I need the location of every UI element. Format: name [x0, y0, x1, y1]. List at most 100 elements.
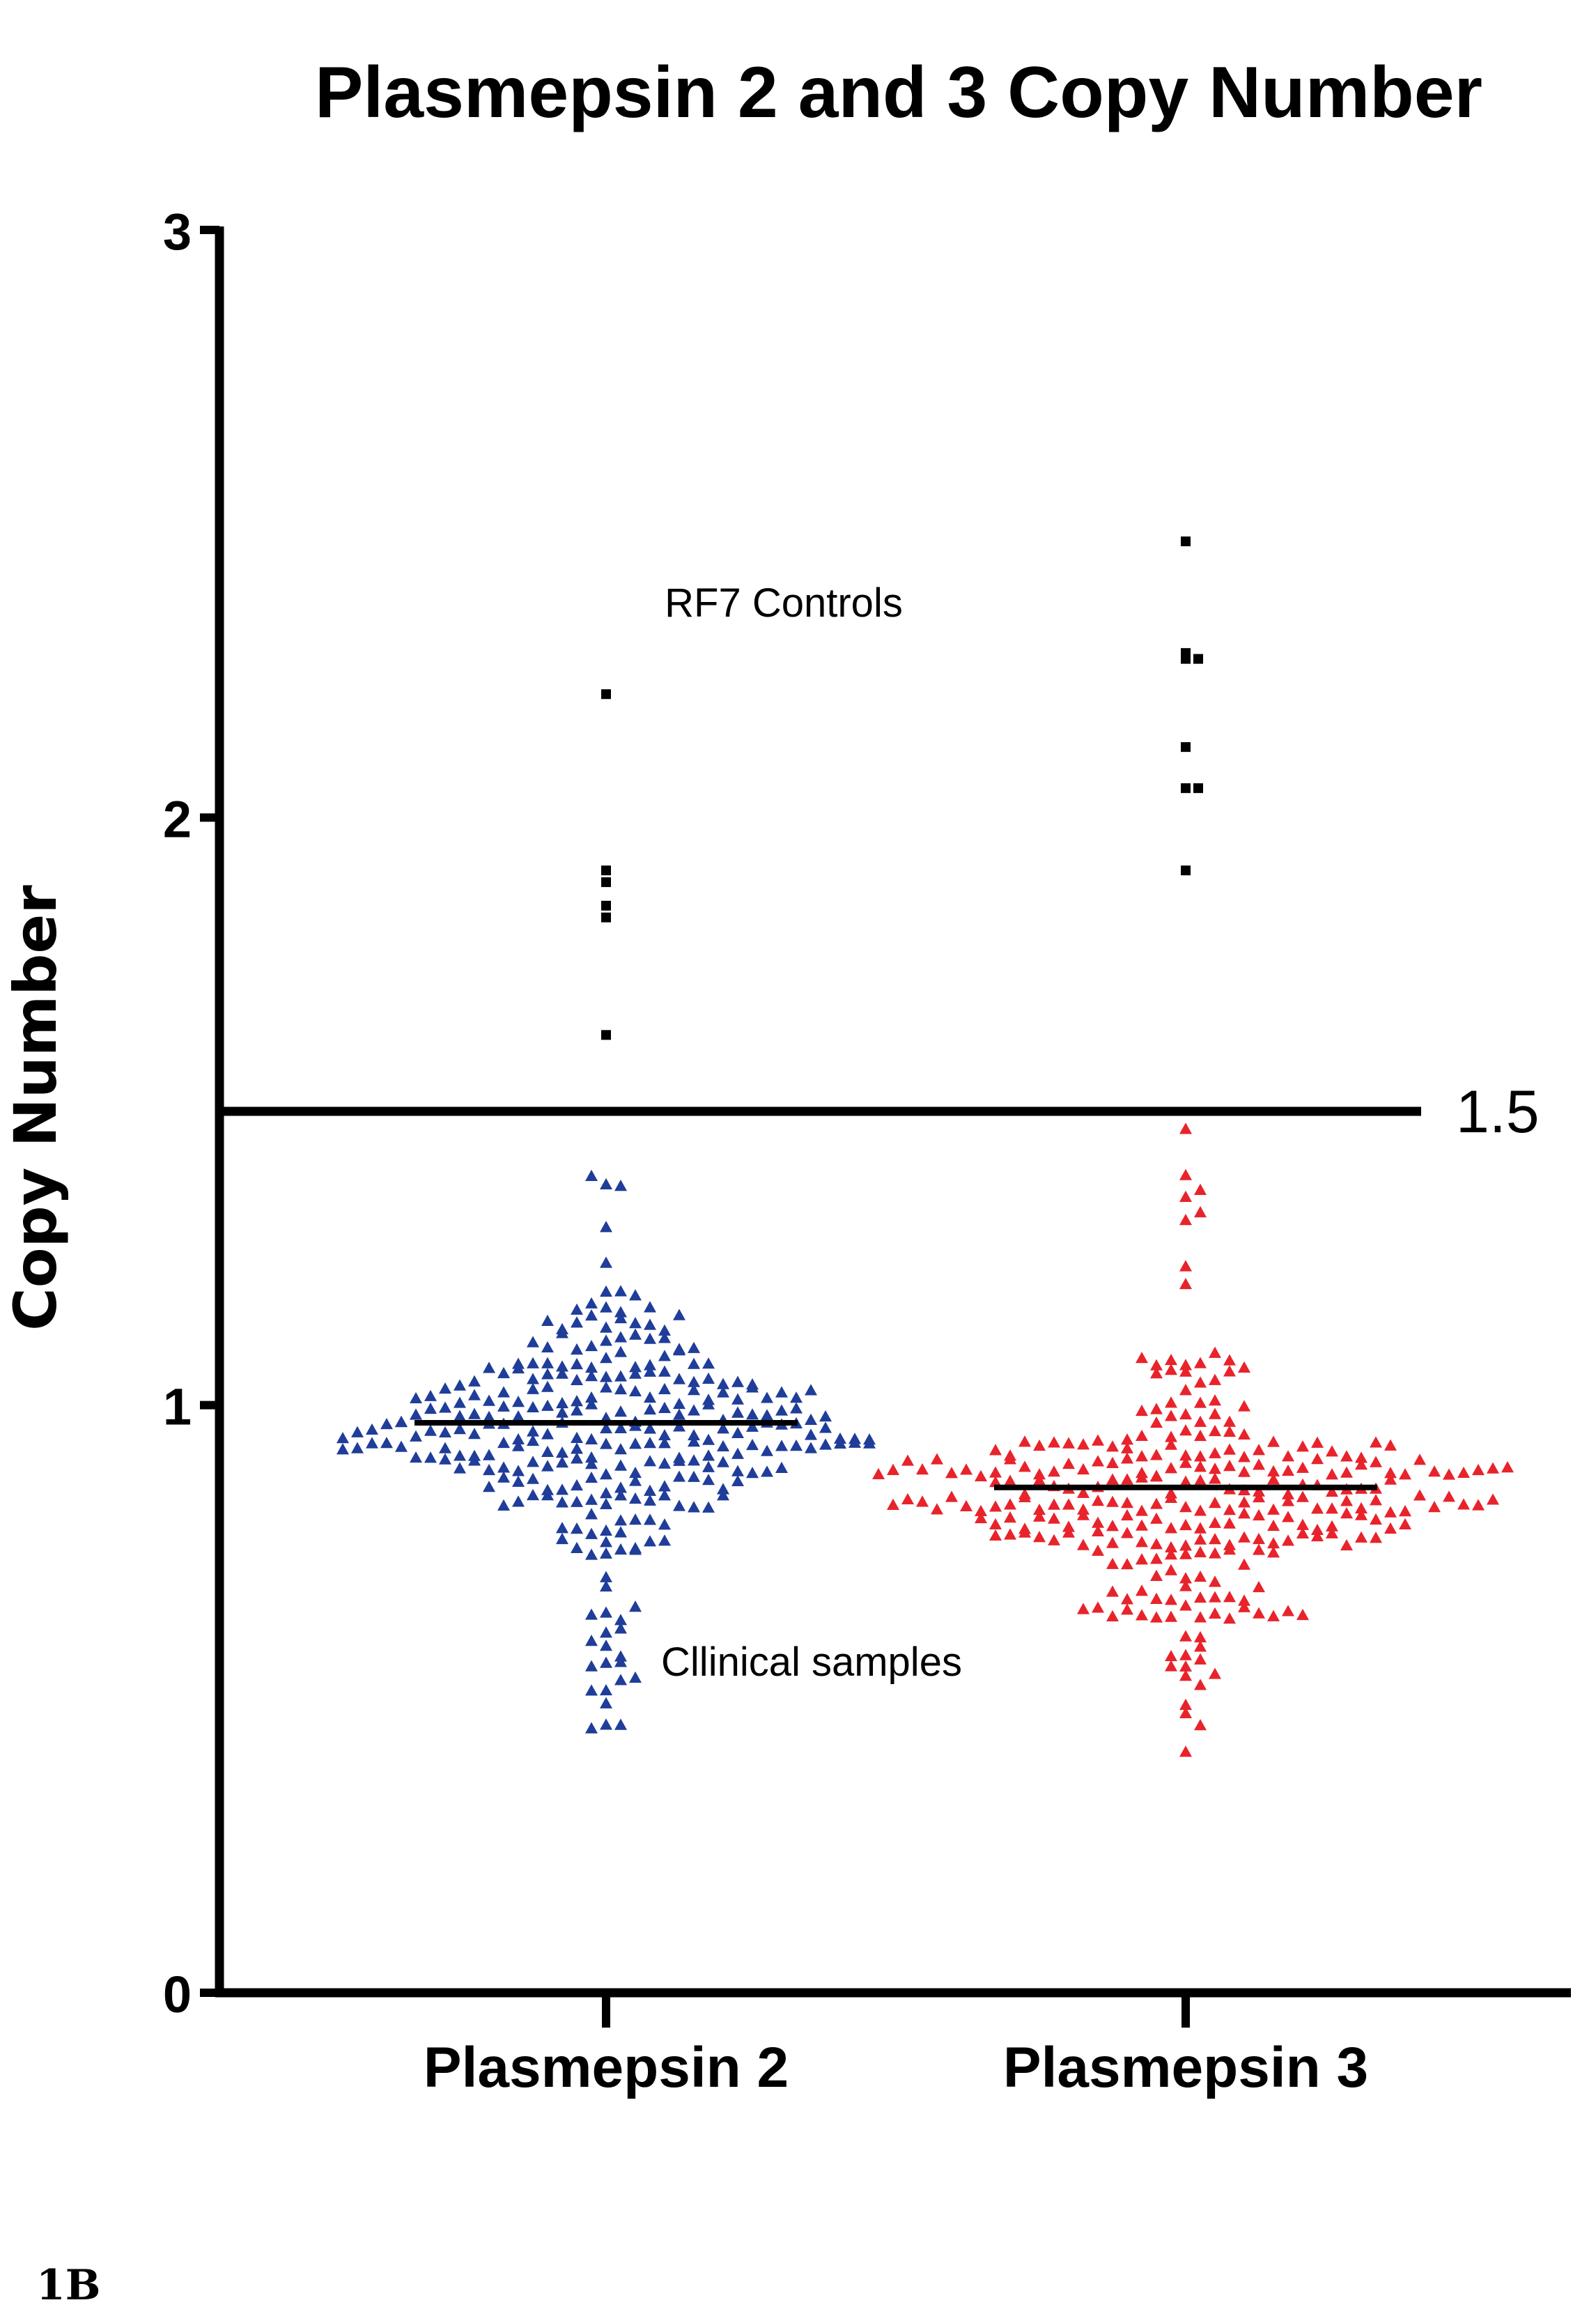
clinical-2-point — [1121, 1452, 1133, 1464]
clinical-2-point — [1487, 1493, 1499, 1505]
x-tick-label-1: Plasmepsin 2 — [424, 2036, 789, 2099]
clinical-1-point — [585, 1548, 598, 1560]
clinical-2-point — [1267, 1519, 1280, 1531]
clinical-1-point — [556, 1360, 568, 1372]
clinical-1-point — [336, 1443, 349, 1455]
clinical-2-point — [1179, 1423, 1192, 1436]
clinical-2-point — [1223, 1543, 1236, 1555]
clinical-2-point — [1179, 1660, 1192, 1672]
clinical-2-point — [1282, 1495, 1294, 1506]
clinical-1-point — [746, 1438, 759, 1451]
clinical-2-point — [1018, 1490, 1031, 1503]
clinical-1-point — [600, 1371, 612, 1382]
control-point-2 — [1181, 865, 1191, 876]
clinical-2-point — [1326, 1527, 1338, 1538]
clinical-1-point — [614, 1614, 627, 1626]
clinical-2-point — [1033, 1468, 1046, 1480]
clinical-2-point — [1223, 1443, 1236, 1455]
clinical-1-point — [673, 1309, 685, 1320]
clinical-1-point — [571, 1316, 583, 1328]
clinical-2-point — [1194, 1611, 1207, 1623]
clinical-1-point — [439, 1401, 451, 1413]
clinical-2-point — [1238, 1428, 1250, 1440]
clinical-1-point — [761, 1391, 773, 1403]
control-point-1 — [601, 1030, 611, 1040]
clinical-2-point — [1326, 1468, 1338, 1480]
clinical-1-point — [614, 1331, 627, 1343]
clinical-1-point — [541, 1341, 554, 1353]
clinical-2-point — [1194, 1396, 1207, 1408]
clinical-2-point — [931, 1453, 943, 1465]
clinical-2-point — [1209, 1575, 1221, 1587]
clinical-2-point — [1179, 1122, 1192, 1134]
clinical-2-point — [989, 1500, 1002, 1512]
clinical-1-point — [600, 1718, 612, 1730]
clinical-1-point — [395, 1416, 408, 1428]
clinical-2-point — [1121, 1558, 1133, 1570]
clinical-2-point — [1106, 1456, 1119, 1468]
clinical-1-point — [834, 1437, 846, 1449]
clinical-2-point — [1092, 1525, 1104, 1536]
clinical-1-point — [585, 1309, 598, 1321]
clinical-1-point — [541, 1399, 554, 1411]
clinical-1-point — [688, 1454, 700, 1466]
clinical-2-point — [1150, 1359, 1163, 1371]
clinical-1-point — [600, 1487, 612, 1499]
clinical-2-point — [1238, 1531, 1250, 1543]
clinical-1-point — [629, 1513, 642, 1525]
clinical-2-point — [1179, 1365, 1192, 1377]
clinical-2-point — [1018, 1460, 1031, 1472]
clinical-2-point — [1194, 1679, 1207, 1690]
clinical-1-point — [483, 1361, 495, 1373]
clinical-1-point — [468, 1375, 481, 1387]
clinical-2-point — [1267, 1503, 1280, 1515]
clinical-2-point — [1150, 1611, 1163, 1623]
clinical-1-point — [702, 1474, 715, 1486]
clinical-2-point — [1179, 1630, 1192, 1642]
clinical-2-point — [1136, 1553, 1148, 1565]
clinical-2-point — [1370, 1513, 1382, 1525]
clinical-1-point — [644, 1535, 656, 1547]
clinical-1-point — [468, 1428, 481, 1440]
clinical-1-point — [688, 1375, 700, 1387]
clinical-1-point — [424, 1424, 437, 1436]
clinical-1-point — [717, 1489, 729, 1501]
clinical-2-point — [1326, 1445, 1338, 1457]
clinical-2-point — [1282, 1488, 1294, 1499]
y-tick-label-2: 2 — [163, 790, 192, 848]
clinical-2-point — [1296, 1527, 1309, 1538]
clinical-1-point — [527, 1373, 539, 1384]
clinical-1-point — [512, 1465, 525, 1476]
clinical-2-point — [1136, 1519, 1148, 1531]
clinical-1-point — [585, 1391, 598, 1403]
clinical-2-point — [1179, 1384, 1192, 1396]
clinical-1-point — [600, 1571, 612, 1582]
clinical-1-point — [527, 1382, 539, 1394]
clinical-2-point — [1399, 1505, 1411, 1517]
clinical-2-point — [1194, 1183, 1207, 1195]
clinical-1-point — [600, 1524, 612, 1536]
clinical-2-point — [1092, 1455, 1104, 1467]
clinical-1-point — [585, 1451, 598, 1463]
clinical-2-point — [1077, 1538, 1090, 1550]
clinical-1-point — [629, 1317, 642, 1329]
clinical-2-point — [1326, 1520, 1338, 1531]
clinical-1-point — [600, 1256, 612, 1268]
clinical-1-point — [600, 1437, 612, 1449]
clinical-1-point — [497, 1400, 510, 1412]
clinical-1-point — [849, 1436, 861, 1448]
clinical-2-point — [975, 1469, 987, 1481]
clinical-2-point — [1194, 1653, 1207, 1665]
clinical-1-point — [571, 1303, 583, 1315]
clinical-2-point — [1282, 1511, 1294, 1522]
clinical-2-point — [1150, 1470, 1163, 1482]
clinical-1-point — [775, 1440, 788, 1451]
clinical-2-point — [1355, 1531, 1368, 1543]
clinical-1-point — [600, 1381, 612, 1393]
control-point-2 — [1181, 536, 1191, 546]
clinical-1-point — [541, 1428, 554, 1440]
clinical-1-point — [644, 1391, 656, 1403]
clinical-1-point — [614, 1674, 627, 1685]
clinical-2-point — [1048, 1534, 1060, 1545]
control-point-1 — [601, 689, 611, 700]
